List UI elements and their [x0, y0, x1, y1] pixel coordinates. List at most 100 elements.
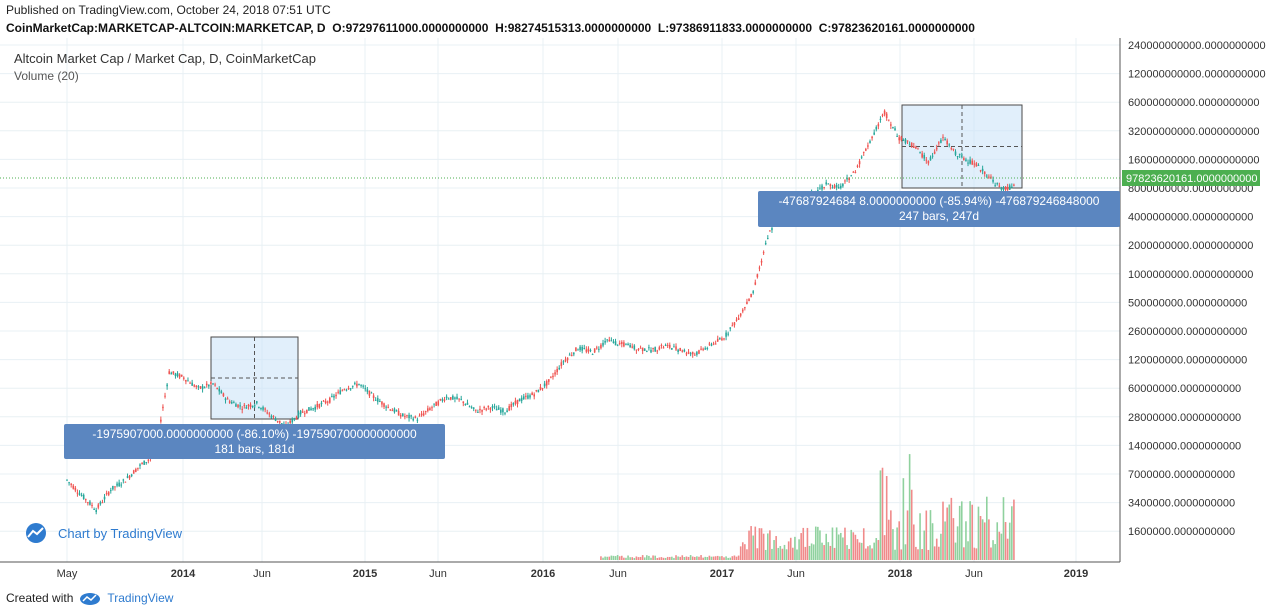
measure-labels: -1975907000.0000000000 (-86.10%) -197590…: [64, 191, 1120, 459]
candle-body: [214, 384, 216, 386]
candle-body: [383, 403, 385, 407]
volume-bar: [744, 544, 746, 560]
volume-bar: [691, 556, 694, 560]
candle-body: [514, 400, 517, 404]
candle-body: [1000, 187, 1003, 190]
volume-bar: [906, 510, 909, 560]
candle-body: [289, 420, 291, 424]
candle-body: [481, 409, 483, 412]
candle-body: [349, 388, 352, 390]
candle-body: [537, 389, 540, 393]
candle-body: [973, 163, 976, 165]
candle-body: [956, 156, 959, 158]
candle-body: [452, 395, 454, 400]
candle-body: [885, 113, 888, 119]
candle-body: [135, 469, 137, 472]
candle-body: [733, 322, 736, 326]
candle-body: [529, 395, 531, 398]
volume-bar: [877, 540, 880, 560]
volume-bar: [915, 546, 917, 560]
candle-body: [272, 415, 275, 417]
volume-bar: [954, 542, 957, 560]
candle-body: [293, 418, 296, 420]
footer-created: Created with: [6, 591, 74, 605]
candle-body: [420, 413, 423, 416]
volume-bar: [862, 528, 865, 560]
candle-body: [612, 341, 615, 344]
volume-bar: [700, 555, 702, 560]
watermark-badge[interactable]: Chart by TradingView: [22, 523, 182, 543]
candle-body: [525, 395, 527, 397]
candle-body: [343, 389, 346, 391]
candle-body: [550, 376, 552, 378]
candle-body: [869, 140, 871, 144]
candle-body: [677, 349, 679, 352]
x-tick-label: 2015: [353, 568, 377, 580]
volume-bar: [858, 542, 861, 560]
volume-bar: [727, 557, 729, 560]
x-tick-label: 2014: [171, 568, 196, 580]
x-tick-label: Jun: [253, 568, 271, 580]
candle-body: [445, 396, 448, 399]
candle-body: [120, 484, 123, 486]
candle-body: [662, 347, 665, 349]
volume-bar: [729, 557, 732, 560]
volume-bar: [1004, 522, 1007, 560]
candle-body: [491, 406, 494, 408]
candle-body: [898, 137, 900, 141]
candle-body: [1011, 186, 1013, 188]
volume-bar: [694, 556, 696, 560]
candle-body: [228, 401, 231, 403]
candle-body: [879, 118, 882, 120]
candle-body: [477, 411, 479, 413]
candle-body: [533, 394, 535, 397]
candle-body: [871, 136, 873, 139]
candle-body: [988, 176, 990, 178]
x-tick-label: 2016: [531, 568, 555, 580]
volume-bar: [917, 549, 919, 560]
candle-body: [591, 354, 594, 356]
candle-body: [913, 146, 915, 148]
volume-bar: [752, 535, 754, 560]
volume-bar: [821, 542, 823, 560]
x-tick-label: 2017: [710, 568, 734, 580]
candle-body: [385, 406, 387, 408]
volume-bar: [783, 544, 786, 560]
y-tick-label: 32000000000.0000000000: [1128, 126, 1260, 138]
volume-bar: [808, 545, 811, 560]
volume-bar: [781, 548, 784, 560]
candle-body: [466, 402, 469, 405]
volume-bar: [894, 549, 896, 560]
candle-body: [460, 398, 462, 400]
candle-body: [858, 161, 861, 165]
candle-body: [548, 379, 550, 382]
candle-body: [954, 151, 957, 155]
volume-bar: [844, 527, 846, 560]
candle-body: [656, 350, 659, 352]
candle-body: [141, 462, 143, 464]
candle-body: [729, 327, 732, 329]
candle-body: [479, 408, 481, 411]
candle-body: [944, 138, 946, 140]
volume-bar: [983, 522, 986, 560]
candle-body: [983, 171, 986, 174]
candle-body: [837, 186, 840, 189]
candle-body: [660, 344, 663, 347]
volume-bar: [806, 527, 809, 560]
volume-bar: [685, 556, 688, 560]
candle-body: [618, 342, 621, 344]
candle-body: [735, 319, 738, 321]
y-tick-label: 240000000000.0000000000: [1128, 40, 1266, 52]
candle-body: [877, 124, 880, 127]
volume-bar: [842, 537, 844, 560]
candle-body: [72, 485, 75, 489]
candle-body: [414, 416, 417, 418]
candle-body: [994, 185, 996, 187]
candle-body: [512, 403, 515, 405]
candle-body: [437, 401, 440, 406]
candle-body: [666, 344, 669, 346]
candle-body: [212, 383, 214, 385]
candle-body: [105, 493, 108, 495]
candle-body: [103, 496, 106, 500]
